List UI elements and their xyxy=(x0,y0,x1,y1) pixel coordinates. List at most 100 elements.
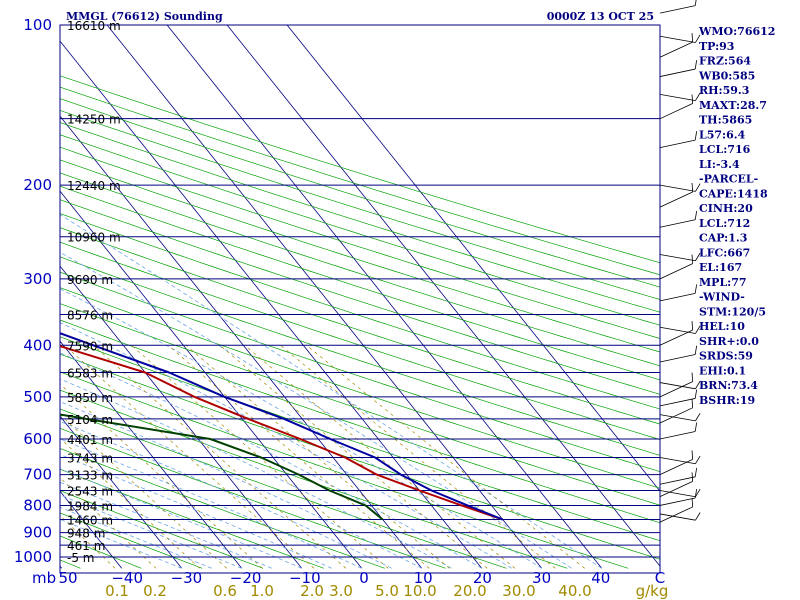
sounding-series xyxy=(60,332,504,521)
wind-barb xyxy=(659,131,698,148)
grid-lines xyxy=(60,25,660,569)
mixing-ratio-label: 3.0 xyxy=(329,582,353,600)
pressure-labels: 100 200 300 400 500 600 700 800 900 1000 xyxy=(14,16,52,566)
index-value: L57:6.4 xyxy=(699,128,746,141)
dry-adiabat xyxy=(60,303,660,506)
altitude-label: 10960 m xyxy=(67,231,121,245)
altitude-label: 2543 m xyxy=(67,485,113,499)
pressure-label: 800 xyxy=(23,496,52,514)
dry-adiabat xyxy=(60,199,660,395)
altitude-label: 948 m xyxy=(67,527,105,541)
moist-adiabat xyxy=(60,420,392,569)
index-value: CAPE:1418 xyxy=(699,187,768,200)
index-value: RH:59.3 xyxy=(699,84,749,97)
altitude-label: 14250 m xyxy=(67,113,121,127)
index-value: MPL:77 xyxy=(699,276,747,289)
moist-adiabat xyxy=(60,468,302,569)
dry-adiabat xyxy=(60,98,660,288)
dry-adiabat xyxy=(60,75,660,264)
mixing-ratio-label: 0.6 xyxy=(213,582,237,600)
dry-adiabat xyxy=(60,122,660,313)
index-value: CAP:1.3 xyxy=(699,232,747,245)
altitude-label: 16610 m xyxy=(67,19,121,33)
dry-adiabat xyxy=(60,353,660,560)
wind-barb xyxy=(659,512,701,521)
dry-adiabat xyxy=(60,408,507,569)
dry-adiabat xyxy=(60,512,203,569)
mixing-ratio-label: 20.0 xyxy=(453,582,486,600)
altitude-label: 8576 m xyxy=(67,308,113,322)
index-value: EL:167 xyxy=(699,261,742,274)
plot-frame xyxy=(59,24,661,574)
mixing-ratio-label: 2.0 xyxy=(300,582,324,600)
dry-adiabat xyxy=(60,213,660,410)
isotherm xyxy=(226,25,660,567)
wind-barb xyxy=(659,455,701,465)
dry-adiabat xyxy=(60,185,660,381)
dry-adiabat xyxy=(60,256,660,456)
temperature-line xyxy=(60,345,504,521)
dry-adiabat xyxy=(60,336,660,542)
dry-adiabat xyxy=(60,172,660,367)
mixing-ratio-line xyxy=(219,345,488,569)
index-value: WB0:585 xyxy=(698,69,755,82)
isotherm xyxy=(166,25,603,569)
wind-barb xyxy=(659,345,698,363)
dry-adiabat xyxy=(60,86,660,276)
temperature-tick-label: 50 xyxy=(58,569,77,587)
wind-barb xyxy=(659,412,701,422)
index-value: LFC:667 xyxy=(699,246,750,259)
index-value: CINH:20 xyxy=(699,202,753,215)
dry-adiabat xyxy=(60,427,446,569)
dry-adiabat xyxy=(60,319,660,524)
temperature-tick-label: −40 xyxy=(111,569,143,587)
dry-adiabat xyxy=(60,371,629,569)
mixing-ratio-line xyxy=(60,414,228,569)
temperature-tick-label: −30 xyxy=(171,569,203,587)
mixing-ratio-line xyxy=(60,383,263,569)
index-value: EHI:0.1 xyxy=(699,364,746,377)
wind-barb xyxy=(659,210,698,228)
pressure-label: 400 xyxy=(23,336,52,354)
mixing-ratio-line xyxy=(244,345,516,569)
pressure-label: 700 xyxy=(23,466,52,484)
wind-barb xyxy=(659,92,701,101)
index-value: BRN:73.4 xyxy=(699,379,758,392)
temperature-tick-label: C xyxy=(655,569,665,587)
altitude-label: 12440 m xyxy=(67,179,121,193)
wind-barb xyxy=(659,33,694,58)
wind-barb xyxy=(659,372,694,398)
dry-adiabat xyxy=(60,490,264,569)
wind-barb xyxy=(659,183,701,192)
isotherm xyxy=(60,265,303,569)
wind-barb xyxy=(659,450,694,475)
dry-adiabat xyxy=(60,146,660,339)
pressure-unit-label: mb xyxy=(32,569,56,587)
altitude-label: 3133 m xyxy=(67,469,113,483)
wind-barb xyxy=(659,321,694,346)
altitude-label: 5850 m xyxy=(67,391,113,405)
mixing-ratio-line xyxy=(60,437,200,569)
temperature-tick-label: −10 xyxy=(289,569,321,587)
moist-adiabat xyxy=(60,378,452,569)
mixing-ratio-line xyxy=(185,345,450,569)
wind-barb xyxy=(659,60,698,77)
temperature-axis-labels: mb 50 −40 −30 −20 −10 0 10 20 30 40 C xyxy=(32,569,665,587)
moist-adiabat xyxy=(60,214,602,569)
index-value: WMO:76612 xyxy=(698,25,775,38)
index-value: SRDS:59 xyxy=(699,350,753,363)
dry-adiabat xyxy=(60,271,660,472)
temperature-tick-label: 30 xyxy=(532,569,551,587)
wind-barb xyxy=(659,182,694,208)
mixing-ratio-label: 5.0 xyxy=(375,582,399,600)
dry-adiabat xyxy=(60,110,660,300)
index-value: TP:93 xyxy=(699,40,734,53)
mixing-ratio-label: 0.2 xyxy=(143,582,167,600)
isotherm xyxy=(60,415,183,569)
wind-barb xyxy=(659,489,698,506)
wind-barb xyxy=(659,284,698,302)
pressure-label: 900 xyxy=(23,524,52,542)
pressure-label: 500 xyxy=(23,388,52,406)
